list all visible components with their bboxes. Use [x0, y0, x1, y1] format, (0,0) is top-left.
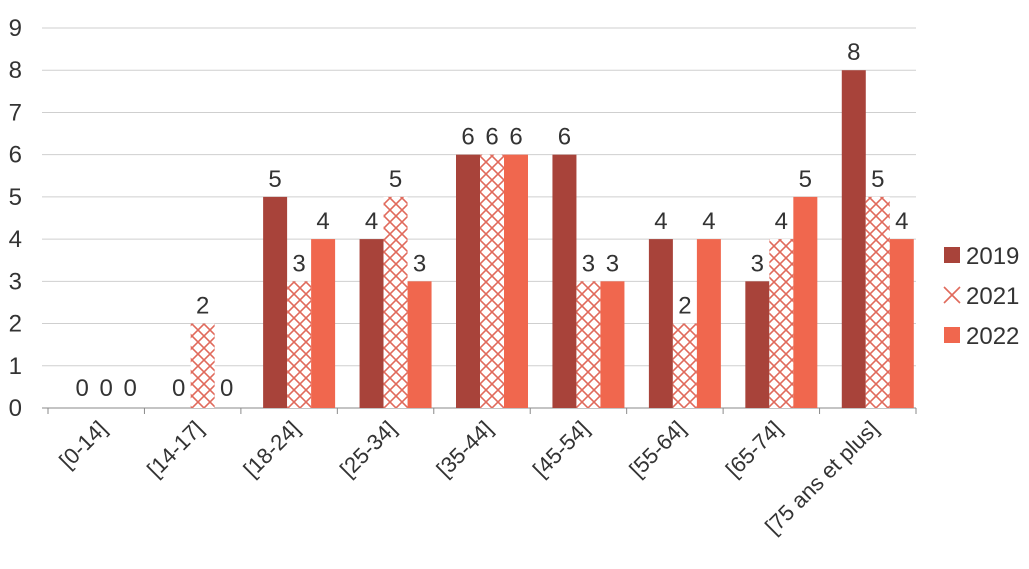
data-label: 0	[172, 375, 185, 402]
data-label: 5	[389, 166, 402, 193]
bar-2022-5	[600, 281, 625, 408]
bar-2021-1	[190, 323, 215, 408]
data-label: 0	[76, 375, 89, 402]
category-label: [35-44]	[431, 416, 497, 482]
category-label: [45-54]	[528, 416, 594, 482]
data-label: 4	[895, 208, 908, 235]
y-tick-label: 2	[9, 311, 22, 338]
category-label: [14-17]	[142, 416, 208, 482]
bar-2019-5	[552, 154, 577, 408]
bar-2022-7	[793, 196, 818, 408]
category-label: [55-64]	[624, 416, 690, 482]
bar-2021-7	[769, 239, 794, 408]
legend-swatch-2021	[943, 286, 961, 304]
data-label: 3	[582, 250, 595, 277]
data-label: 3	[606, 250, 619, 277]
bar-2019-6	[648, 239, 673, 408]
data-label: 4	[654, 208, 667, 235]
legend-label-2022: 2022	[966, 323, 1019, 350]
y-tick-label: 4	[9, 226, 22, 253]
data-label: 0	[220, 375, 233, 402]
y-tick-label: 1	[9, 353, 22, 380]
data-label: 4	[702, 208, 715, 235]
data-label: 5	[871, 166, 884, 193]
bar-2022-4	[504, 154, 528, 408]
y-tick-label: 0	[9, 395, 22, 422]
legend-label-2019: 2019	[966, 243, 1019, 270]
bar-2021-6	[672, 323, 697, 408]
y-tick-label: 7	[9, 99, 22, 126]
data-label: 2	[678, 293, 691, 320]
data-label: 4	[775, 208, 788, 235]
data-label: 6	[485, 124, 498, 151]
bar-2021-3	[383, 196, 408, 408]
bar-2022-2	[311, 239, 336, 408]
bar-2021-8	[865, 196, 890, 408]
data-label: 3	[413, 250, 426, 277]
bar-2019-3	[359, 239, 384, 408]
data-label: 0	[124, 375, 137, 402]
y-tick-label: 8	[9, 57, 22, 84]
category-label: [18-24]	[239, 416, 305, 482]
y-tick-label: 9	[9, 15, 22, 42]
bars	[190, 70, 914, 408]
y-tick-label: 5	[9, 184, 22, 211]
legend: 2019 2021 2022	[943, 243, 1019, 350]
data-label: 3	[751, 250, 764, 277]
bar-2019-7	[745, 281, 770, 408]
y-tick-label: 3	[9, 268, 22, 295]
category-label: [25-34]	[335, 416, 401, 482]
bar-2019-4	[456, 154, 480, 408]
data-label: 6	[558, 124, 571, 151]
data-label: 4	[365, 208, 378, 235]
bar-2022-3	[407, 281, 432, 408]
data-label: 4	[316, 208, 329, 235]
bar-2019-2	[263, 196, 288, 408]
data-label: 5	[268, 166, 281, 193]
bar-2021-2	[287, 281, 312, 408]
legend-swatch-2022	[944, 327, 960, 343]
bar-2022-8	[889, 239, 914, 408]
data-label: 5	[799, 166, 812, 193]
legend-label-2021: 2021	[966, 283, 1019, 310]
bar-2021-5	[576, 281, 601, 408]
data-label: 2	[196, 293, 209, 320]
bar-2022-6	[696, 239, 721, 408]
data-label: 6	[461, 124, 474, 151]
legend-swatch-2019	[944, 247, 960, 263]
data-label: 6	[509, 124, 522, 151]
category-label: [0-14]	[54, 416, 111, 473]
bar-2019-8	[841, 70, 866, 408]
y-tick-label: 6	[9, 142, 22, 169]
bar-2021-4	[480, 154, 504, 408]
data-label: 8	[847, 39, 860, 66]
category-label: [65-74]	[721, 416, 787, 482]
data-label: 0	[100, 375, 113, 402]
data-label: 3	[292, 250, 305, 277]
